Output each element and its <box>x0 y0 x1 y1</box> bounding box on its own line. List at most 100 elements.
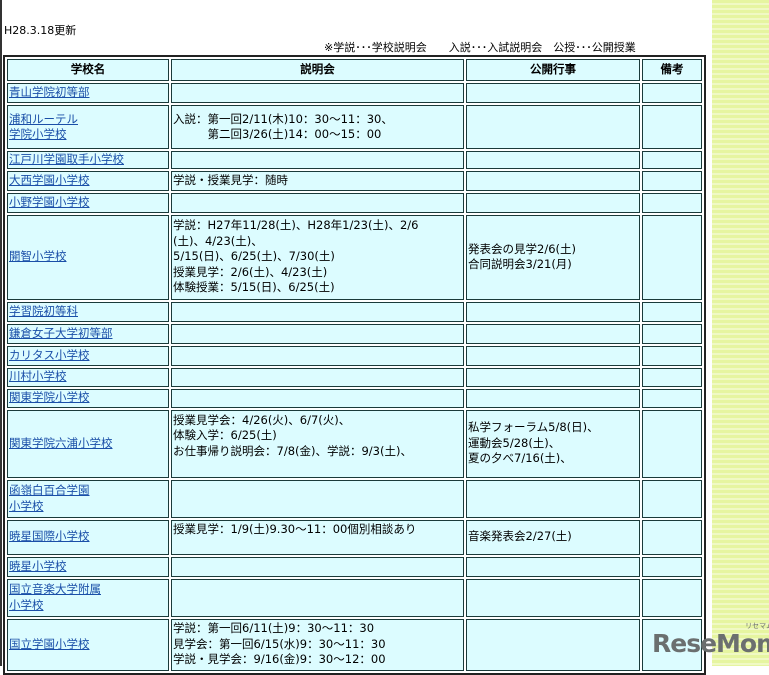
update-date: H28.3.18更新 <box>4 24 77 37</box>
briefing-cell: 授業見学：1/9(土)9.30～11：00個別相談あり <box>171 519 464 555</box>
header-public-events: 公開行事 <box>466 59 640 81</box>
abbreviation-legend: ※学説･･･学校説明会 入説･･･入試説明会 公授･･･公開授業 <box>324 41 636 54</box>
school-events-table: 学校名 説明会 公開行事 備考 青山学院初等部浦和ルーテル 学院小学校 入説：第一回… <box>3 55 706 675</box>
public-events-cell <box>466 345 640 366</box>
school-name-text: 青山学院初等部 <box>9 85 90 100</box>
school-name-text: 関東学院六浦小学校 <box>9 435 113 450</box>
cell-line: 発表会の見学2/6(土) <box>468 241 576 256</box>
school-link[interactable]: 関東学院六浦小学校 <box>9 436 113 450</box>
cell-line: 夏の夕べ7/16(土)、 <box>468 451 572 466</box>
table-row: 青山学院初等部 <box>7 83 702 103</box>
school-name-cell: 関東学院六浦小学校 <box>7 409 169 478</box>
school-link[interactable]: 江戸川学園取手小学校 <box>9 152 124 166</box>
notes-cell <box>642 83 702 103</box>
school-link[interactable]: 鎌倉女子大学初等部 <box>9 326 113 340</box>
school-name-text: 暁星小学校 <box>9 558 67 573</box>
school-link[interactable]: 学習院初等科 <box>9 304 78 318</box>
briefing-cell <box>171 151 464 169</box>
school-name-cell: 大西学園小学校 <box>7 170 169 191</box>
cell-line: 私学フォーラム5/8(日)、 <box>468 420 599 435</box>
public-events-cell <box>466 151 640 169</box>
briefing-cell <box>171 479 464 518</box>
public-events-cell <box>466 556 640 577</box>
school-name-cell: 函嶺白百合学園 小学校 <box>7 479 169 518</box>
briefing-cell <box>171 345 464 366</box>
public-events-cell <box>466 618 640 671</box>
school-link[interactable]: 開智小学校 <box>9 249 67 263</box>
public-events-cell <box>466 323 640 344</box>
school-link[interactable]: 暁星小学校 <box>9 559 67 573</box>
school-name-cell: 江戸川学園取手小学校 <box>7 151 169 169</box>
cell-line <box>173 459 462 475</box>
school-link[interactable]: 浦和ルーテル 学院小学校 <box>9 112 78 142</box>
decorative-stripe <box>712 0 769 666</box>
school-link[interactable]: 函嶺白百合学園 小学校 <box>9 483 90 513</box>
school-name-text: 小野学園小学校 <box>9 194 90 209</box>
table-row: 鎌倉女子大学初等部 <box>7 323 702 344</box>
cell-line: 5/15(日)、6/25(土)、7/30(土) <box>173 249 335 264</box>
public-events-cell <box>466 192 640 213</box>
briefing-cell <box>171 367 464 387</box>
school-name-text: 暁星国際小学校 <box>9 529 90 544</box>
cell-line: 授業見学：2/6(土)、4/23(土) <box>173 264 328 279</box>
cell-line: 第二回3/26(土)14：00～15：00 <box>173 127 382 141</box>
table-row: カリタス小学校 <box>7 345 702 366</box>
notes-cell <box>642 388 702 408</box>
briefing-cell: 学説・授業見学：随時 <box>171 170 464 191</box>
notes-cell <box>642 519 702 555</box>
table-row: 関東学院六浦小学校 授業見学会：4/26(火)、6/7(火)、 体験入学：6/25(… <box>7 409 702 478</box>
school-name-text: 小学校 <box>9 498 44 513</box>
school-link[interactable]: 小野学園小学校 <box>9 195 90 209</box>
school-name-text: 川村小学校 <box>9 369 67 384</box>
public-events-cell <box>466 479 640 518</box>
header-briefing: 説明会 <box>171 59 464 81</box>
notes-cell <box>642 367 702 387</box>
school-name-cell: カリタス小学校 <box>7 345 169 366</box>
header-school-name: 学校名 <box>7 59 169 81</box>
cell-line: 音楽発表会2/27(土) <box>468 529 572 544</box>
briefing-cell: 授業見学会：4/26(火)、6/7(火)、 体験入学：6/25(土) お仕事帰り説明… <box>171 409 464 478</box>
school-link[interactable]: カリタス小学校 <box>9 348 90 362</box>
cell-line: 学説・授業見学：随時 <box>173 172 288 187</box>
notes-cell <box>642 556 702 577</box>
notes-cell <box>642 578 702 617</box>
cell-line: 学説・見学会：9/16(金)9：30～12：00 <box>173 652 386 667</box>
briefing-cell <box>171 323 464 344</box>
notes-cell <box>642 479 702 518</box>
briefing-cell <box>171 192 464 213</box>
school-name-text: 函嶺白百合学園 <box>9 483 90 497</box>
school-name-text: 江戸川学園取手小学校 <box>9 152 124 166</box>
cell-line: (土)、4/23(土)、 <box>173 233 263 248</box>
school-link[interactable]: 暁星国際小学校 <box>9 529 90 543</box>
briefing-cell: 学説：H27年11/28(土)、H28年1/23(土)、2/6 (土)、4/23(… <box>171 214 464 300</box>
school-link[interactable]: 大西学園小学校 <box>9 173 90 187</box>
notes-cell <box>642 301 702 322</box>
public-events-cell: 音楽発表会2/27(土) <box>466 519 640 555</box>
table-row: 暁星国際小学校 授業見学：1/9(土)9.30～11：00個別相談あり 音楽発表会… <box>7 519 702 555</box>
table-row: 江戸川学園取手小学校 <box>7 151 702 169</box>
school-name-cell: 国立音楽大学附属 小学校 <box>7 578 169 617</box>
school-link[interactable]: 関東学院小学校 <box>9 390 90 404</box>
public-events-cell <box>466 388 640 408</box>
public-events-cell <box>466 83 640 103</box>
briefing-cell: 入説：第一回2/11(木)10：30～11：30、 第二回3/26(土)14：0… <box>171 105 464 149</box>
school-link[interactable]: 川村小学校 <box>9 369 67 383</box>
header-notes: 備考 <box>642 59 702 81</box>
school-name-cell: 青山学院初等部 <box>7 83 169 103</box>
school-link[interactable]: 国立学園小学校 <box>9 637 90 651</box>
school-name-cell: 川村小学校 <box>7 367 169 387</box>
school-link[interactable]: 国立音楽大学附属 小学校 <box>9 582 101 612</box>
logo-caption: リセマム <box>745 622 769 630</box>
school-link[interactable]: 青山学院初等部 <box>9 85 90 99</box>
school-name-cell: 関東学院小学校 <box>7 388 169 408</box>
window-edge <box>0 0 2 666</box>
table-row: 開智小学校 学説：H27年11/28(土)、H28年1/23(土)、2/6 (土)、… <box>7 214 702 300</box>
notes-cell <box>642 345 702 366</box>
cell-line: 授業見学会：4/26(火)、6/7(火)、 <box>173 412 351 427</box>
school-name-text: 鎌倉女子大学初等部 <box>9 325 113 340</box>
cell-line <box>173 537 462 553</box>
cell-line: 学説：第一回6/11(土)9：30～11：30 <box>173 621 375 636</box>
cell-line: 見学会：第一回6/15(水)9：30～11：30 <box>173 636 386 651</box>
school-name-cell: 小野学園小学校 <box>7 192 169 213</box>
notes-cell <box>642 192 702 213</box>
